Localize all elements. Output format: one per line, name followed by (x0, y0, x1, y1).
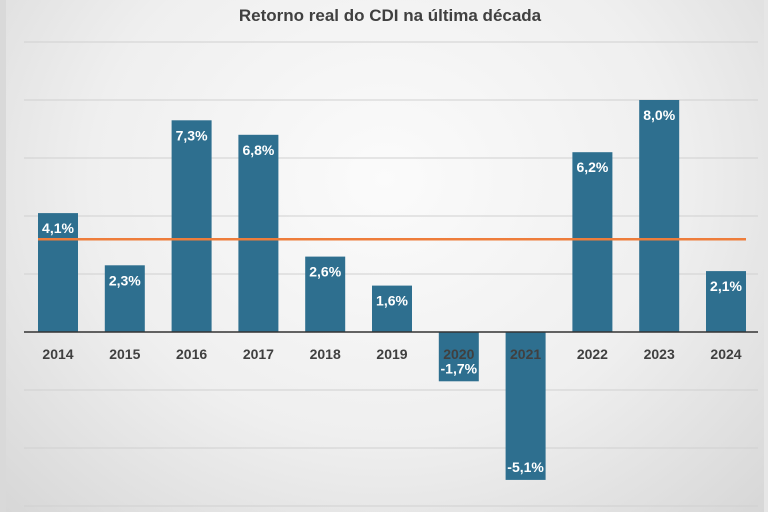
x-tick-label: 2022 (577, 346, 608, 362)
data-label: -1,7% (441, 360, 478, 376)
data-label: 8,0% (643, 107, 675, 123)
bar-2016 (171, 120, 212, 332)
x-tick-label: 2024 (710, 346, 741, 362)
data-label: 7,3% (176, 127, 208, 143)
x-tick-label: 2015 (109, 346, 140, 362)
x-tick-label: 2023 (644, 346, 675, 362)
data-label: 2,6% (309, 264, 341, 280)
bar-2017 (238, 134, 279, 332)
x-tick-label: 2016 (176, 346, 207, 362)
gridlines (24, 41, 758, 507)
x-tick-label: 2021 (510, 346, 541, 362)
labels: 4,1% 2014 2,3% 2015 7,3% 2016 6,8% 2017 2,6% 2018… (42, 107, 742, 475)
bar-2020 (438, 332, 479, 382)
data-label: -5,1% (507, 459, 544, 475)
x-tick-label: 2019 (376, 346, 407, 362)
bar-2021 (505, 332, 546, 480)
x-tick-label: 2014 (42, 346, 73, 362)
bar-2018 (305, 256, 346, 332)
chart-title: Retorno real do CDI na última década (238, 6, 542, 25)
bar-2022 (572, 152, 613, 332)
data-label: 2,3% (109, 272, 141, 288)
data-label: 4,1% (42, 220, 74, 236)
data-label: 6,8% (242, 142, 274, 158)
data-label: 6,2% (576, 159, 608, 175)
bar-2023 (639, 100, 680, 332)
data-label: 1,6% (376, 293, 408, 309)
bar-chart: 4,1% 2014 2,3% 2015 7,3% 2016 6,8% 2017 2,6% 2018… (24, 41, 758, 507)
bar-2019 (372, 285, 412, 332)
bars (38, 100, 746, 480)
x-tick-label: 2017 (243, 346, 274, 362)
bar-2015 (104, 265, 145, 332)
x-tick-label: 2020 (443, 346, 474, 362)
bar-2024 (706, 271, 746, 332)
x-tick-label: 2018 (310, 346, 341, 362)
data-label: 2,1% (710, 278, 742, 294)
bar-2014 (38, 213, 78, 332)
